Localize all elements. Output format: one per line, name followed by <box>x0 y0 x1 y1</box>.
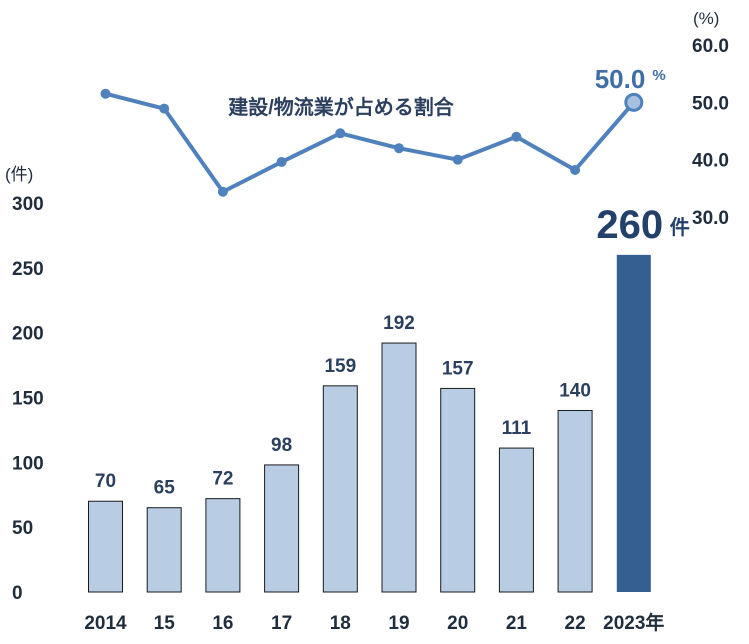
bar <box>322 385 358 593</box>
line-point <box>335 128 346 139</box>
bar-data-labels: 70 65 72 98 159 192 157 111 140 <box>95 313 591 499</box>
right-axis-tick-label: 40.0 <box>692 151 729 172</box>
category-label: 2023年 <box>603 611 664 634</box>
right-axis-tick-label: 30.0 <box>692 208 729 229</box>
line-point <box>159 103 170 114</box>
highlight-value-label: 260 <box>596 203 663 247</box>
left-axis-unit: (件) <box>5 165 33 184</box>
line-highlight-unit-label: % <box>652 67 665 84</box>
line-point-highlight <box>624 92 644 112</box>
line-point <box>511 131 522 142</box>
left-axis-tick-label: 100 <box>12 453 44 474</box>
line-point <box>394 143 404 154</box>
right-axis-unit: (%) <box>693 9 719 28</box>
line-point <box>217 186 228 197</box>
line-point <box>452 154 463 165</box>
category-label: 22 <box>565 613 586 634</box>
bar-data-label: 159 <box>324 356 356 377</box>
right-axis-tick-label: 60.0 <box>692 36 729 57</box>
category-label: 16 <box>212 613 233 634</box>
bar-highlight <box>616 254 651 592</box>
bar <box>88 500 123 593</box>
left-axis-tick-label: 200 <box>12 324 44 345</box>
bar <box>264 464 300 593</box>
line-point <box>100 88 111 99</box>
left-axis-tick-label: 150 <box>12 389 44 410</box>
line-point <box>276 156 287 167</box>
bar <box>381 342 417 593</box>
line-series-label: 建設/物流業が占める割合 <box>228 95 455 119</box>
right-axis-tick-label: 50.0 <box>692 93 729 114</box>
left-axis-tick-label: 50 <box>12 518 33 539</box>
bar-data-label: 111 <box>502 418 532 439</box>
category-label: 19 <box>388 613 409 634</box>
category-label: 2014 <box>84 613 127 634</box>
category-label: 20 <box>447 613 468 634</box>
bar-data-label: 140 <box>559 380 591 401</box>
left-axis-tick-label: 0 <box>12 583 23 604</box>
bar-data-label: 192 <box>383 313 415 334</box>
category-axis-labels: 2014 15 16 17 18 19 20 21 22 2023年 <box>84 611 664 634</box>
category-label: 21 <box>506 613 528 634</box>
line-series <box>100 88 644 197</box>
bar-data-label: 157 <box>442 358 474 379</box>
line-path <box>103 91 636 194</box>
bar <box>146 507 182 593</box>
bar-data-label: 72 <box>212 469 233 490</box>
line-highlight-value-label: 50.0 <box>595 64 646 94</box>
highlight-unit-label: 件 <box>670 215 690 239</box>
right-axis: (%) 30.0 40.0 50.0 60.0 <box>692 9 729 229</box>
bar <box>498 447 534 593</box>
bar-series <box>88 254 651 593</box>
bar <box>205 498 241 593</box>
bar <box>440 387 476 593</box>
category-label: 17 <box>271 613 292 634</box>
bar <box>557 409 593 593</box>
left-axis: (件) 0 50 100 150 200 250 300 <box>5 165 44 604</box>
line-point <box>570 164 581 175</box>
chart-annotations: 260 件 建設/物流業が占める割合 50.0% <box>228 64 690 247</box>
category-label: 15 <box>154 613 176 634</box>
bar-data-label: 70 <box>95 471 116 492</box>
left-axis-tick-label: 250 <box>12 259 44 280</box>
bar-data-label: 98 <box>271 435 292 456</box>
bar-data-label: 65 <box>154 478 176 499</box>
left-axis-tick-label: 300 <box>12 194 44 215</box>
category-label: 18 <box>330 613 351 634</box>
